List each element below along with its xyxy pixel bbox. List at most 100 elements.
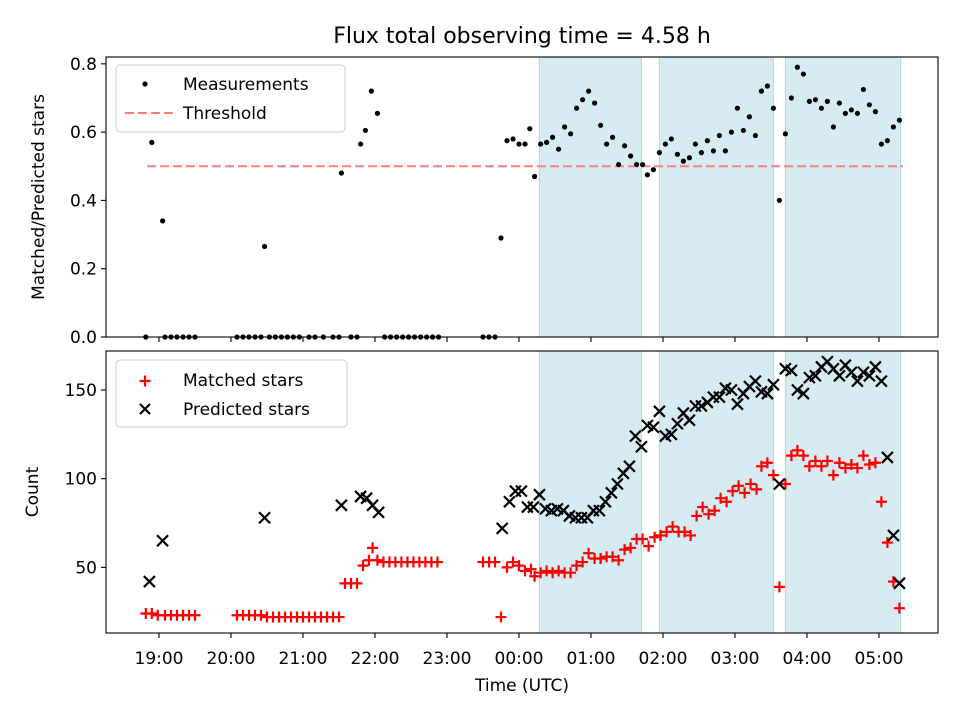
matched-star-point: [821, 455, 833, 467]
measurement-point: [586, 88, 592, 94]
bottom-axes-frame: [105, 350, 939, 634]
matched-star-point: [525, 563, 537, 575]
predicted-star-point: [671, 417, 684, 430]
predicted-star-point: [731, 397, 744, 411]
matched-star-point: [371, 554, 383, 566]
matched-star-point: [881, 537, 893, 549]
measurement-point: [580, 97, 586, 103]
predicted-star-point: [749, 374, 762, 388]
matched-star-point: [875, 496, 887, 508]
predicted-star-point: [143, 575, 156, 588]
matched-star-point: [703, 508, 715, 520]
measurement-point: [668, 136, 675, 142]
bottom-ytick-label: 150: [65, 381, 97, 401]
matched-star-point: [501, 561, 513, 573]
measurement-point: [527, 126, 533, 132]
matched-star-point: [863, 459, 875, 471]
matched-star-point: [745, 478, 757, 490]
measurement-point: [704, 138, 711, 144]
measurement-point: [662, 141, 669, 147]
measurement-point: [896, 117, 903, 123]
matched-star-point: [785, 450, 797, 462]
measurement-point: [149, 139, 155, 145]
measurement-point: [628, 153, 634, 159]
measurement-point: [890, 124, 897, 130]
measurement-point: [830, 124, 837, 130]
predicted-star-point: [881, 451, 894, 464]
matched-star-point: [691, 510, 703, 522]
xtick-label: 20:00: [207, 649, 256, 669]
matched-star-point: [797, 450, 809, 462]
measurement-point: [656, 150, 663, 156]
measurement-point: [794, 64, 801, 70]
predicted-star-point: [503, 495, 516, 509]
top-y-axis-label: Matched/Predicted stars: [29, 94, 49, 300]
xtick-label: 21:00: [279, 649, 328, 669]
predicted-star-point: [623, 460, 636, 473]
bottom-y-axis-label: Count: [23, 466, 43, 517]
bottom-y-ticks: 50 100 150: [65, 381, 106, 578]
measurement-point: [538, 141, 544, 147]
predicted-star-point: [695, 399, 708, 413]
matched-star-point: [649, 531, 661, 543]
matched-star-point: [839, 462, 851, 474]
observing-window-1: [538, 56, 642, 338]
matched-star-point: [779, 478, 791, 490]
legend-matched-marker: [139, 375, 151, 387]
predicted-star-point: [509, 484, 522, 498]
bottom-legend: Matched stars Predicted stars: [115, 359, 348, 428]
matched-star-point: [791, 444, 803, 456]
predicted-star-point: [635, 440, 648, 454]
measurement-point: [758, 88, 765, 94]
matched-star-point: [727, 485, 739, 497]
top-ytick-label: 0.8: [70, 55, 97, 75]
matched-star-point: [715, 492, 727, 504]
measurement-point: [746, 114, 753, 120]
predicted-star-point: [593, 504, 606, 517]
matched-star-point: [583, 547, 595, 559]
measurement-point: [644, 172, 651, 178]
measurement-point: [740, 127, 747, 134]
xtick-label: 00:00: [495, 649, 544, 669]
matched-star-point: [255, 609, 267, 621]
x-axis-label: Time (UTC): [474, 676, 569, 696]
measurement-point: [498, 235, 504, 241]
predicted-star-point: [665, 428, 678, 441]
matched-star-point: [607, 551, 619, 563]
predicted-star-point: [761, 387, 774, 400]
xtick-label: 02:00: [639, 649, 688, 669]
top-x-ticks: [158, 337, 880, 342]
legend-measurements-marker: [142, 81, 148, 87]
matched-star-point: [755, 460, 767, 472]
matched-star-point: [851, 462, 863, 474]
matched-star-point: [535, 567, 547, 579]
measurement-point: [866, 102, 873, 108]
matched-star-point: [431, 556, 443, 568]
matched-star-point: [529, 570, 541, 582]
predicted-star-point: [851, 374, 864, 388]
matched-star-point: [803, 460, 815, 472]
matched-stars-series: [140, 444, 905, 623]
matched-star-point: [739, 487, 751, 499]
matched-star-point: [541, 565, 553, 577]
predicted-star-point: [773, 477, 786, 491]
predicted-star-point: [515, 484, 528, 498]
measurement-point: [878, 141, 885, 147]
legend-predicted-marker: [139, 403, 151, 415]
matched-star-point: [809, 455, 821, 467]
predicted-star-point: [785, 364, 798, 377]
bottom-x-ticks: 19:00 20:00 21:00 22:00 23:00 00:00 01:00 02:00…: [135, 633, 904, 669]
measurement-point: [782, 131, 789, 137]
bottom-ytick-label: 100: [65, 470, 97, 490]
top-ytick-label: 0.6: [70, 123, 97, 143]
top-ytick-label: 0.4: [70, 191, 97, 211]
measurement-point: [634, 161, 640, 168]
measurement-point: [884, 138, 891, 144]
predicted-star-point: [725, 383, 738, 397]
legend-threshold-label: Threshold: [182, 104, 267, 124]
xtick-label: 01:00: [567, 649, 616, 669]
observing-window-1: [538, 350, 642, 634]
measurement-point: [650, 167, 657, 173]
matched-star-point: [367, 542, 379, 554]
predicted-star-point: [599, 495, 612, 509]
